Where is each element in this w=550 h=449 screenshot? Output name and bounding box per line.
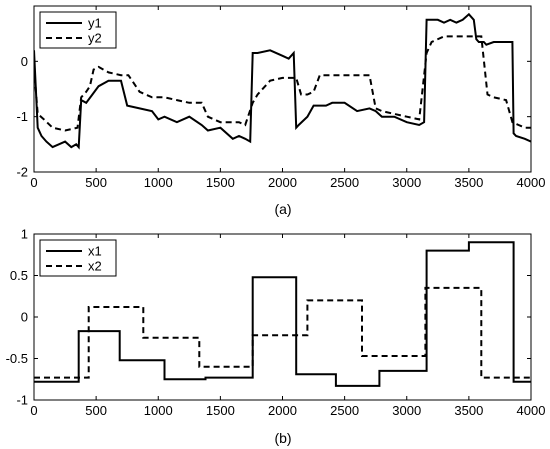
series-line-x1 [34, 241, 531, 387]
y-tick-label: 1 [21, 227, 28, 242]
x-tick-label: 2500 [330, 403, 359, 418]
y-tick-label: 0 [21, 54, 28, 69]
chart-panel-a: 0 500 1000 1500 2000 2500 3000 3500 4000 -2 -1 0 y1y… [16, 5, 546, 190]
legend-box [39, 239, 117, 277]
x-tick-label: 4000 [517, 175, 546, 190]
chart-panel-b: 0 500 1000 1500 2000 2500 3000 3500 4000 -1 -0.5 0 0… [6, 227, 546, 419]
series-line-y1 [34, 12, 531, 150]
series-line-y2 [34, 35, 531, 132]
legend-label-x1: x1 [88, 244, 102, 259]
x-tick-label: 3000 [392, 175, 421, 190]
legend-label-x2: x2 [88, 259, 102, 274]
y-tick-label: 0 [21, 310, 28, 325]
y-tick-label: -0.5 [6, 351, 28, 366]
x-tick-label: 1500 [206, 175, 235, 190]
x-tick-label: 500 [85, 175, 107, 190]
y-tick-label: -1 [16, 109, 28, 124]
x-tick-label: 1000 [144, 403, 173, 418]
y-tick-label: 0.5 [10, 268, 28, 283]
x-tick-label: 1000 [144, 175, 173, 190]
x-tick-label: 3500 [454, 175, 483, 190]
x-tick-label: 3500 [454, 403, 483, 418]
x-tick-label: 500 [85, 403, 107, 418]
x-tick-label: 2000 [268, 175, 297, 190]
x-tick-label: 1500 [206, 403, 235, 418]
legend-label-y2: y2 [88, 31, 102, 46]
y-tick-label: -2 [16, 165, 28, 180]
x-tick-label: 2500 [330, 175, 359, 190]
x-tick-label: 0 [30, 403, 37, 418]
x-tick-label: 0 [30, 175, 37, 190]
caption-b: (b) [274, 430, 291, 446]
legend-box [39, 11, 117, 49]
x-tick-label: 4000 [517, 403, 546, 418]
legend-label-y1: y1 [88, 16, 102, 31]
x-tick-label: 2000 [268, 403, 297, 418]
series-line-x2 [34, 286, 531, 379]
y-tick-label: -1 [16, 393, 28, 408]
x-tick-label: 3000 [392, 403, 421, 418]
caption-a: (a) [274, 201, 291, 217]
